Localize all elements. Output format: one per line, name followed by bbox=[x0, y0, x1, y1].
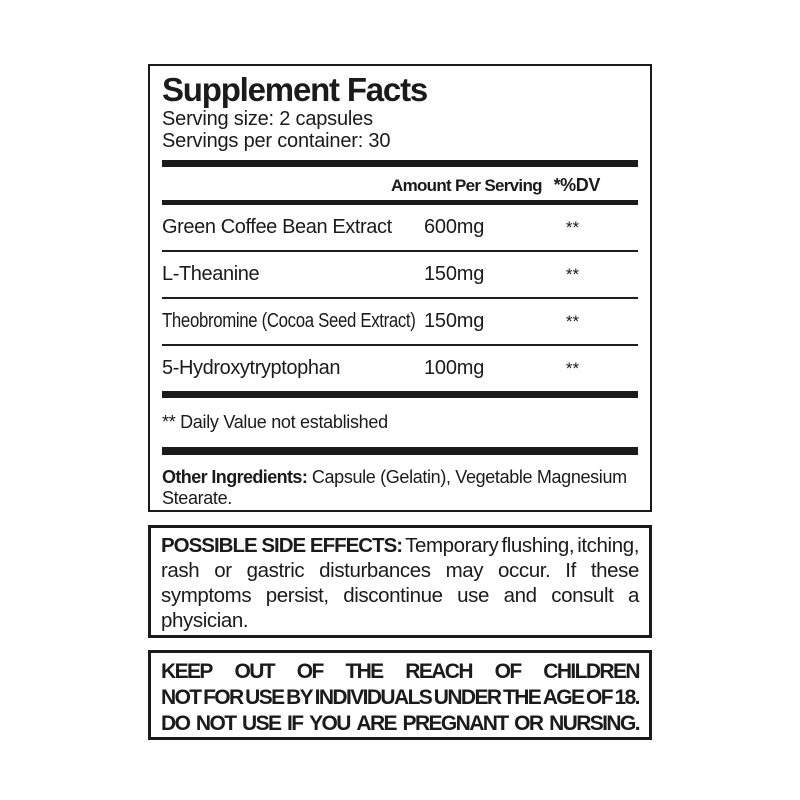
side-effects-line: physician. bbox=[161, 609, 249, 632]
table-row: Green Coffee Bean Extract 600mg ** bbox=[162, 205, 638, 250]
table-row: 5-Hydroxytryptophan 100mg ** bbox=[162, 346, 638, 391]
ingredient-dv: ** bbox=[565, 264, 580, 284]
ingredient-amount: 100mg bbox=[424, 357, 485, 379]
servings-per-container: Servings per container: 30 bbox=[162, 130, 391, 152]
ingredient-name: Theobromine (Cocoa Seed Extract) bbox=[162, 310, 416, 332]
table-row: L-Theanine 150mg ** bbox=[162, 252, 638, 297]
other-ingredients-label: Other Ingredients: bbox=[162, 467, 308, 487]
rule-thick-bottom bbox=[162, 447, 638, 455]
side-effects-line: symptoms persist, discontinue use and consult… bbox=[161, 584, 639, 607]
ingredient-amount: 600mg bbox=[424, 216, 485, 238]
side-effects-line: rash or gastric disturbances may occur. If thes… bbox=[161, 559, 639, 582]
ingredient-dv: ** bbox=[565, 311, 580, 331]
ingredient-name: 5-Hydroxytryptophan bbox=[162, 357, 341, 379]
supplement-facts-panel: Supplement Facts Serving size: 2 capsule… bbox=[148, 64, 652, 512]
side-effects-label: POSSIBLE SIDE EFFECTS: bbox=[161, 534, 403, 557]
rule-thick-top bbox=[162, 160, 638, 167]
ingredient-name: L-Theanine bbox=[162, 263, 260, 285]
rule-thick-mid bbox=[162, 391, 638, 398]
ingredient-amount: 150mg bbox=[424, 310, 485, 332]
warning-line: NOT FOR USE BY INDIVIDUALS UNDER THE AGE OF 18. bbox=[161, 686, 641, 709]
column-header-dv: *%DV bbox=[553, 175, 601, 195]
table-row: Theobromine (Cocoa Seed Extract) 150mg *… bbox=[162, 299, 638, 344]
other-ingredients: Other Ingredients: Capsule (Gelatin), Ve… bbox=[162, 467, 638, 509]
column-header-amount: Amount Per Serving bbox=[391, 176, 543, 195]
rule-thin bbox=[162, 344, 638, 346]
side-effects-box: POSSIBLE SIDE EFFECTS: Temporary flushing,… bbox=[148, 525, 652, 638]
rule-thin bbox=[162, 250, 638, 252]
panel-title: Supplement Facts bbox=[162, 71, 428, 108]
dv-footnote: ** Daily Value not established bbox=[162, 412, 388, 432]
supplement-label: Supplement Facts Serving size: 2 capsule… bbox=[148, 64, 652, 740]
side-effects-line: POSSIBLE SIDE EFFECTS: Temporary flushing,… bbox=[161, 534, 639, 557]
rule-thin bbox=[162, 297, 638, 299]
ingredient-dv: ** bbox=[565, 217, 580, 237]
rule-below-header bbox=[162, 200, 638, 205]
serving-size: Serving size: 2 capsules bbox=[162, 108, 373, 130]
ingredient-name: Green Coffee Bean Extract bbox=[162, 216, 392, 238]
ingredient-dv: ** bbox=[565, 358, 580, 378]
ingredient-amount: 150mg bbox=[424, 263, 485, 285]
other-ingredients-text: Capsule (Gelatin), Vegetable Magnesium S… bbox=[162, 467, 627, 508]
warning-line: KEEP OUT OF THE REACH OF CHILDREN bbox=[161, 660, 641, 683]
facts-table-header: Amount Per Serving *%DV bbox=[162, 167, 638, 200]
warning-box: KEEP OUT OF THE REACH OF CHILDREN NOT FOR USE BY I… bbox=[148, 650, 652, 740]
warning-line: DO NOT USE IF YOU ARE PREGNANT OR NURSING. bbox=[161, 712, 641, 735]
